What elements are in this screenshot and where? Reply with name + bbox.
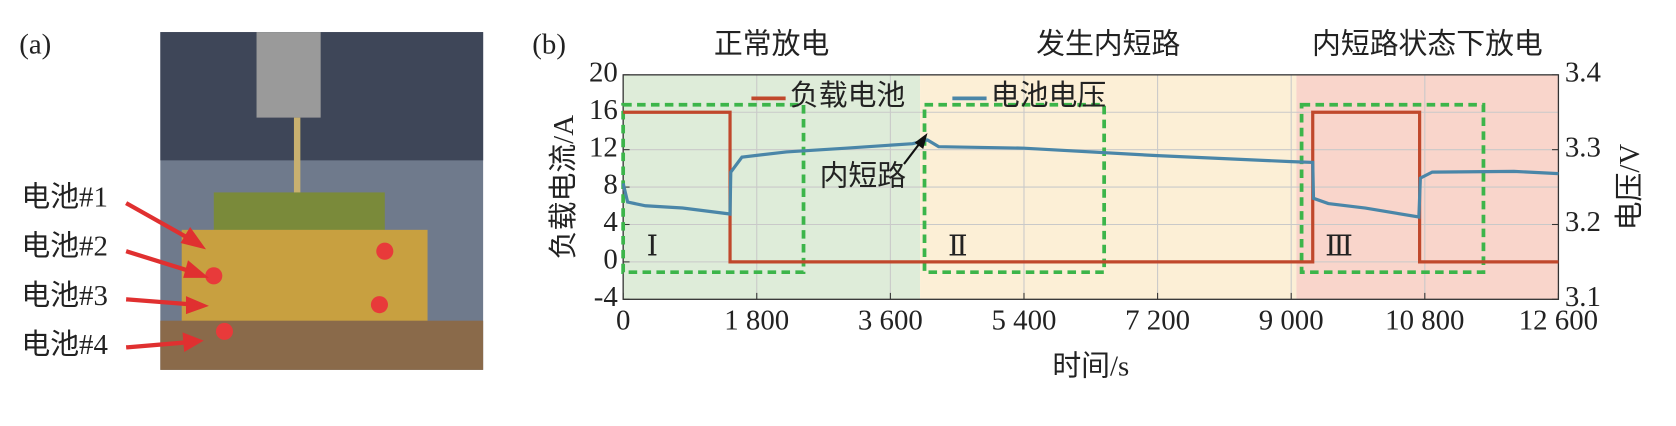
board (213, 192, 385, 236)
y2-axis-label: 电压/V (1614, 144, 1646, 231)
panel-label: (b) (532, 29, 566, 61)
y-tick-label: 4 (603, 206, 617, 238)
dashed-box (922, 102, 1107, 275)
y-tick-label: 20 (589, 56, 618, 88)
region-title: 内短路状态下放电 (1312, 29, 1543, 61)
dashed-box (1299, 102, 1486, 275)
x-tick-label: 7 200 (1125, 304, 1190, 336)
y2-tick-label: 3.4 (1565, 56, 1601, 88)
box-label: Ⅰ (647, 230, 658, 262)
box-label: Ⅱ (948, 230, 968, 262)
arrows (125, 201, 209, 353)
press (256, 32, 321, 118)
y-axis-label: 负载电流/A (548, 115, 580, 259)
x-tick-label: 9 000 (1259, 304, 1324, 336)
x-axis-label: 时间/s (1052, 350, 1129, 382)
x-tick-label: 0 (616, 304, 630, 336)
x-tick-label: 3 600 (858, 304, 923, 336)
x-tick-label: 5 400 (992, 304, 1057, 336)
cell-label: 电池#3 (21, 280, 108, 312)
legend-label: 电池电压 (991, 80, 1106, 112)
y-tick-label: 12 (589, 131, 618, 163)
series-line (621, 138, 1559, 219)
region-title: 正常放电 (714, 29, 829, 61)
y-tick-label: 8 (603, 169, 617, 201)
photo-bg (160, 32, 484, 161)
x-tick-label: 12 600 (1519, 304, 1598, 336)
y-tick-label: 16 (589, 94, 618, 126)
cell-label: 电池#4 (21, 329, 108, 361)
y2-tick-label: 3.1 (1565, 281, 1601, 313)
panel-a: (a) 电池#1 电池#2 电池#3 电池#4 (19, 29, 484, 370)
cell-label: 电池#2 (21, 231, 108, 263)
x-tick-label: 10 800 (1385, 304, 1464, 336)
box-label: Ⅲ (1325, 230, 1353, 262)
legend-label: 负载电池 (790, 80, 905, 112)
panel-label: (a) (19, 29, 51, 61)
markers (205, 242, 394, 340)
needle (293, 117, 301, 204)
y2-tick-label: 3.3 (1565, 131, 1601, 163)
region-title: 发生内短路 (1036, 29, 1180, 61)
base (160, 320, 484, 370)
y2-tick-label: 3.2 (1565, 206, 1601, 238)
cell-label: 电池#1 (21, 182, 108, 214)
annotation: 内短路 (820, 161, 907, 193)
y-tick-label: -4 (594, 281, 618, 313)
y-tick-label: 0 (603, 244, 617, 276)
x-tick-label: 1 800 (724, 304, 789, 336)
